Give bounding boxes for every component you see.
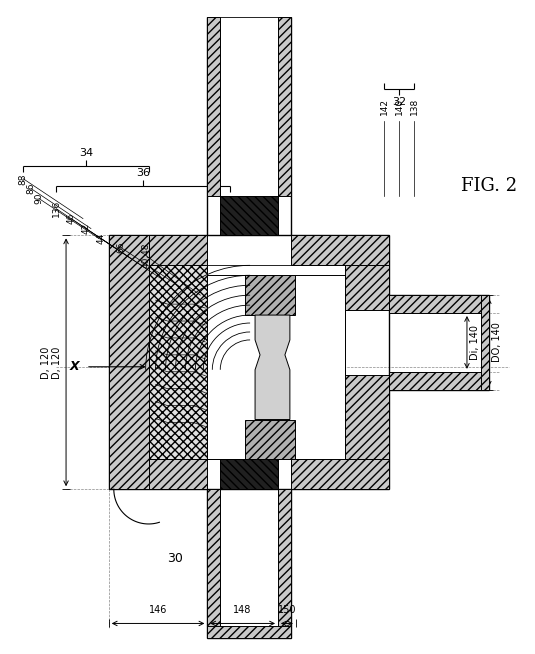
Text: 30: 30 xyxy=(167,552,184,565)
Text: 46: 46 xyxy=(66,213,75,224)
Text: Di, 140: Di, 140 xyxy=(470,325,480,360)
Polygon shape xyxy=(208,275,345,459)
Polygon shape xyxy=(109,235,149,489)
Text: 90: 90 xyxy=(35,193,44,205)
Polygon shape xyxy=(245,275,295,315)
Text: 142: 142 xyxy=(380,97,389,114)
Text: 146: 146 xyxy=(149,606,167,615)
Text: FIG. 2: FIG. 2 xyxy=(461,177,517,195)
Polygon shape xyxy=(278,489,291,638)
Text: 34: 34 xyxy=(79,148,93,158)
Polygon shape xyxy=(149,235,208,266)
Text: D, 120: D, 120 xyxy=(41,346,51,379)
Polygon shape xyxy=(220,459,278,489)
Text: 44: 44 xyxy=(96,233,105,244)
Text: 40,48: 40,48 xyxy=(141,243,150,268)
Text: 86: 86 xyxy=(27,183,36,194)
Text: 136: 136 xyxy=(51,200,60,217)
Text: 42: 42 xyxy=(81,223,90,234)
Polygon shape xyxy=(345,266,389,310)
Text: 150: 150 xyxy=(278,606,296,615)
Text: 88: 88 xyxy=(19,173,28,184)
Text: 140: 140 xyxy=(395,97,404,114)
Polygon shape xyxy=(291,459,389,489)
Text: 36: 36 xyxy=(136,168,150,178)
Polygon shape xyxy=(345,375,389,459)
Polygon shape xyxy=(208,16,220,196)
Polygon shape xyxy=(220,196,278,235)
Polygon shape xyxy=(208,489,220,638)
Text: 66: 66 xyxy=(116,242,125,253)
Polygon shape xyxy=(291,235,389,266)
Polygon shape xyxy=(389,295,489,313)
Text: 148: 148 xyxy=(233,606,252,615)
Polygon shape xyxy=(255,315,290,419)
Text: X: X xyxy=(70,360,79,373)
Polygon shape xyxy=(149,266,208,459)
Polygon shape xyxy=(278,16,291,196)
Polygon shape xyxy=(481,295,489,390)
Text: 138: 138 xyxy=(410,97,419,115)
Text: D, 120: D, 120 xyxy=(52,346,62,379)
Polygon shape xyxy=(245,419,295,459)
Text: 32: 32 xyxy=(392,97,407,107)
Polygon shape xyxy=(149,459,208,489)
Text: DO, 140: DO, 140 xyxy=(492,322,502,362)
Polygon shape xyxy=(208,627,291,638)
Polygon shape xyxy=(389,371,489,390)
